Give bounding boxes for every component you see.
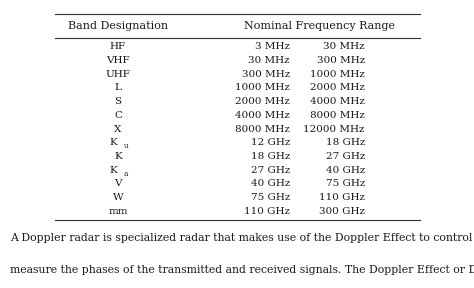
Text: 110 GHz: 110 GHz [319,193,365,202]
Text: VHF: VHF [106,56,130,65]
Text: 27 GHz: 27 GHz [251,166,290,175]
Text: Nominal Frequency Range: Nominal Frequency Range [245,21,395,31]
Text: A Doppler radar is specialized radar that makes use of the Doppler Effect to con: A Doppler radar is specialized radar tha… [10,233,474,243]
Text: 110 GHz: 110 GHz [244,207,290,216]
Text: 2000 MHz: 2000 MHz [310,84,365,92]
Text: 4000 MHz: 4000 MHz [235,111,290,120]
Text: W: W [113,193,123,202]
Text: 30 MHz: 30 MHz [248,56,290,65]
Text: 8000 MHz: 8000 MHz [310,111,365,120]
Text: 18 GHz: 18 GHz [251,152,290,161]
Text: measure the phases of the transmitted and received signals. The Doppler Effect o: measure the phases of the transmitted an… [10,265,474,275]
Text: 300 MHz: 300 MHz [242,70,290,79]
Text: 3 MHz: 3 MHz [255,42,290,51]
Text: 18 GHz: 18 GHz [326,138,365,147]
Text: 4000 MHz: 4000 MHz [310,97,365,106]
Text: 75 GHz: 75 GHz [251,193,290,202]
Text: Band Designation: Band Designation [68,21,168,31]
Text: 8000 MHz: 8000 MHz [235,124,290,134]
Text: 1000 MHz: 1000 MHz [235,84,290,92]
Text: L: L [115,84,121,92]
Text: 75 GHz: 75 GHz [326,179,365,188]
Text: 27 GHz: 27 GHz [326,152,365,161]
Text: K: K [109,138,117,147]
Text: 40 GHz: 40 GHz [326,166,365,175]
Text: 12 GHz: 12 GHz [251,138,290,147]
Text: V: V [114,179,122,188]
Text: 30 MHz: 30 MHz [323,42,365,51]
Text: 300 MHz: 300 MHz [317,56,365,65]
Text: K: K [109,166,117,175]
Text: X: X [114,124,122,134]
Text: C: C [114,111,122,120]
Text: u: u [124,142,128,150]
Text: a: a [124,170,128,178]
Text: S: S [114,97,121,106]
Text: UHF: UHF [106,70,130,79]
Text: HF: HF [110,42,126,51]
Text: 2000 MHz: 2000 MHz [235,97,290,106]
Text: 12000 MHz: 12000 MHz [303,124,365,134]
Text: 300 GHz: 300 GHz [319,207,365,216]
Text: 1000 MHz: 1000 MHz [310,70,365,79]
Text: K: K [114,152,122,161]
Text: mm: mm [108,207,128,216]
Text: 40 GHz: 40 GHz [251,179,290,188]
